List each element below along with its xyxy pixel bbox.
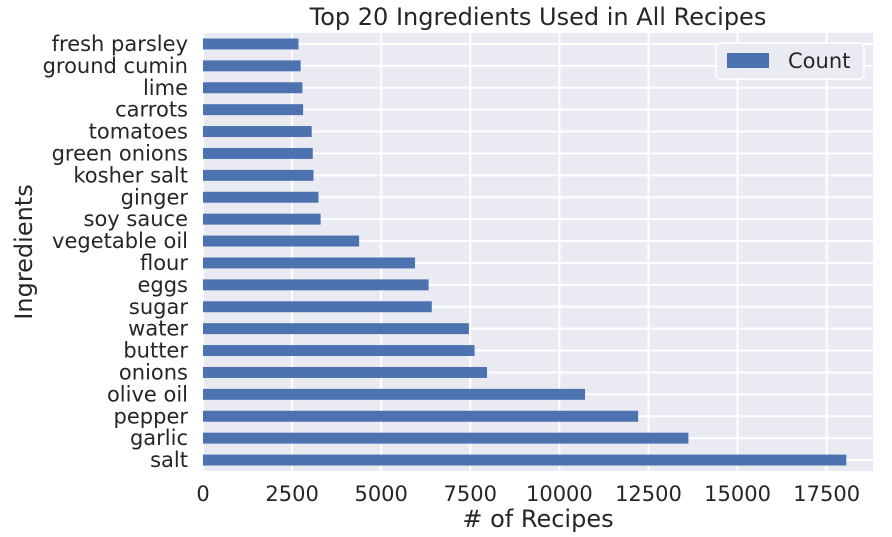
y-tick-label: butter xyxy=(123,339,188,363)
bar-kosher-salt xyxy=(203,169,314,181)
bar-ground-cumin xyxy=(203,60,301,72)
y-tick-label: olive oil xyxy=(107,382,188,406)
bars xyxy=(203,38,847,466)
y-tick-label: fresh parsley xyxy=(52,32,188,56)
bar-salt xyxy=(203,454,847,466)
y-tick-label: eggs xyxy=(137,273,188,297)
bar-garlic xyxy=(203,432,689,444)
y-tick-label: ginger xyxy=(121,185,189,209)
y-tick-label: vegetable oil xyxy=(52,229,188,253)
x-tick-label: 15000 xyxy=(704,482,771,506)
bar-onions xyxy=(203,366,488,378)
y-tick-label: tomatoes xyxy=(89,120,188,144)
x-tick-labels: 0 2500 5000 7500 10000 12500 15000 17500 xyxy=(196,482,860,506)
y-tick-label: flour xyxy=(140,251,188,275)
bar-water xyxy=(203,323,469,335)
x-tick-label: 5000 xyxy=(354,482,407,506)
y-tick-label: onions xyxy=(119,360,188,384)
x-tick-label: 10000 xyxy=(526,482,593,506)
y-tick-label: green onions xyxy=(52,141,188,165)
x-tick-label: 0 xyxy=(196,482,209,506)
bar-olive-oil xyxy=(203,388,586,400)
y-tick-label: pepper xyxy=(114,404,189,428)
bar-lime xyxy=(203,82,303,94)
bar-butter xyxy=(203,345,475,357)
y-tick-label: ground cumin xyxy=(43,54,188,78)
bar-carrots xyxy=(203,104,304,116)
y-tick-label: garlic xyxy=(130,426,188,450)
y-tick-label: carrots xyxy=(115,98,188,122)
y-tick-label: lime xyxy=(143,76,188,100)
bar-fresh-parsley xyxy=(203,38,299,50)
y-tick-label: salt xyxy=(150,448,188,472)
y-tick-label: kosher salt xyxy=(73,163,188,187)
bar-pepper xyxy=(203,410,639,422)
x-tick-label: 7500 xyxy=(444,482,497,506)
y-tick-label: water xyxy=(128,317,188,341)
y-tick-label: sugar xyxy=(129,295,188,319)
legend-swatch xyxy=(727,53,769,68)
chart-title: Top 20 Ingredients Used in All Recipes xyxy=(309,3,767,31)
legend-box xyxy=(715,42,865,80)
legend: Count xyxy=(715,42,865,80)
bar-ginger xyxy=(203,191,319,203)
bar-eggs xyxy=(203,279,429,291)
bar-vegetable-oil xyxy=(203,235,360,247)
x-tick-label: 2500 xyxy=(265,482,318,506)
bar-soy-sauce xyxy=(203,213,321,225)
y-tick-label: soy sauce xyxy=(84,207,188,231)
y-axis-title: Ingredients xyxy=(10,184,38,319)
x-tick-label: 12500 xyxy=(615,482,682,506)
bar-sugar xyxy=(203,301,432,313)
bar-tomatoes xyxy=(203,126,312,138)
legend-label: Count xyxy=(788,49,850,73)
bar-green-onions xyxy=(203,147,313,159)
bar-flour xyxy=(203,257,416,269)
x-axis-title: # of Recipes xyxy=(462,505,613,533)
x-tick-label: 17500 xyxy=(793,482,860,506)
plot-background xyxy=(203,33,873,471)
